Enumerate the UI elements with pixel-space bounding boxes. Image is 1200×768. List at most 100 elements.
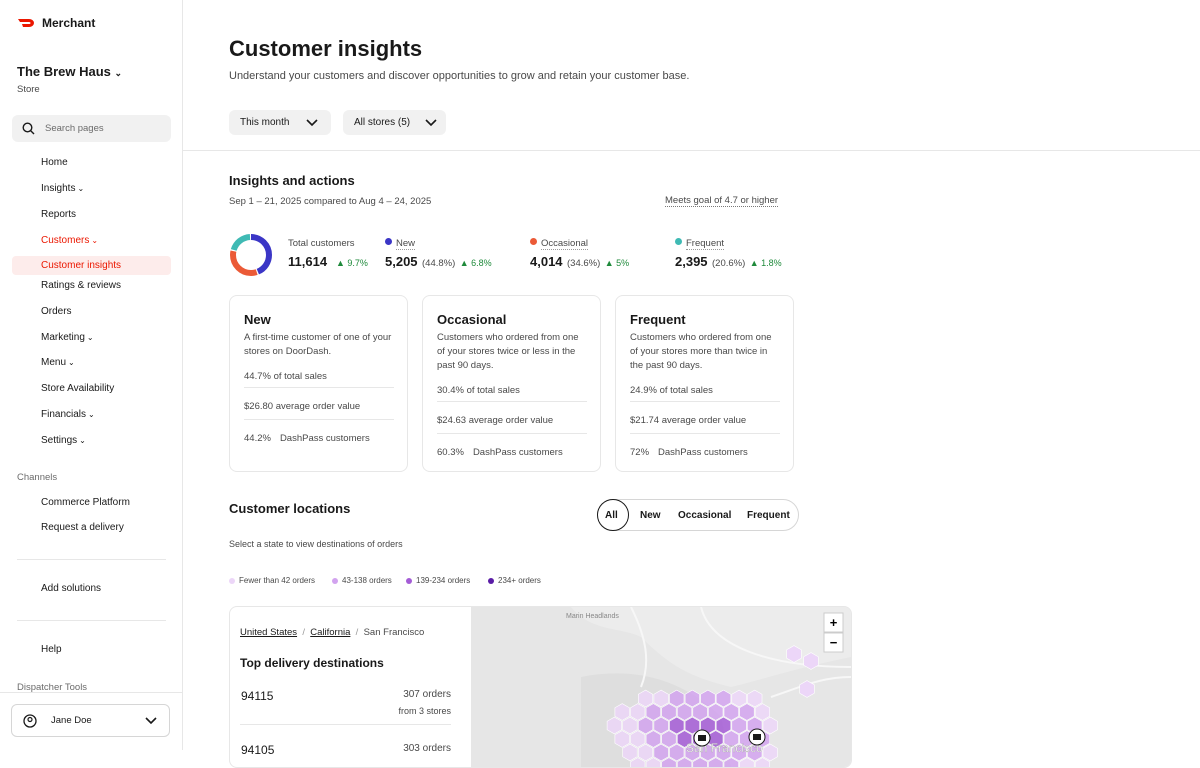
store-pin[interactable]: [693, 729, 711, 747]
hex-cell: [708, 703, 724, 721]
change: ▲ 1.8%: [749, 258, 782, 268]
nav-item[interactable]: Customers ⌄: [41, 235, 98, 246]
nav-label: Insights: [41, 183, 76, 194]
crumb[interactable]: United States: [240, 627, 298, 638]
legend-item: 43-138 orders: [332, 576, 392, 585]
divider: [244, 387, 394, 388]
nav-subitem[interactable]: Ratings & reviews: [41, 280, 122, 291]
segment-name[interactable]: Occasional: [541, 238, 588, 250]
crumb: San Francisco: [363, 627, 425, 638]
nav-label: Orders: [41, 306, 72, 317]
legend-swatch: [488, 577, 494, 584]
hex-cell: [661, 703, 677, 721]
hex-cell: [653, 689, 669, 708]
nav-item[interactable]: Store Availability: [41, 383, 114, 394]
nav-item[interactable]: Home: [41, 157, 68, 168]
segment-label: Frequent: [675, 233, 725, 251]
zip: 94115: [241, 689, 274, 703]
hex-cell: [638, 716, 654, 735]
nav-icon: [17, 521, 31, 535]
nav-icon: [17, 234, 31, 248]
hex-cell: [645, 730, 661, 748]
store-pin[interactable]: [748, 728, 766, 746]
section-title: Customer locations: [229, 501, 351, 516]
total-sales: 44.7% of total sales: [244, 371, 327, 382]
store-name[interactable]: The Brew Haus ⌄: [17, 64, 123, 79]
crumb[interactable]: California: [310, 627, 351, 638]
value: 11,614: [288, 254, 328, 269]
hint: Select a state to view destinations of o…: [229, 539, 403, 549]
dashpass-label: DashPass customers: [279, 433, 370, 445]
hex-cell: [731, 716, 747, 735]
dashpass: 44.2% DashPass customers: [244, 433, 370, 444]
nav-item[interactable]: Insights ⌄: [41, 183, 84, 194]
change: ▲ 9.7%: [335, 258, 368, 268]
brand-logo: [18, 19, 34, 27]
nav-icon: [17, 408, 31, 422]
nav-icon: [17, 434, 31, 448]
divider: [437, 401, 587, 402]
zoom-out[interactable]: −: [823, 632, 844, 653]
legend-item: Fewer than 42 orders: [229, 576, 315, 585]
date-range: Sep 1 – 21, 2025 compared to Aug 4 – 24,…: [229, 196, 432, 207]
tab[interactable]: Occasional: [678, 510, 732, 521]
section-title: Insights and actions: [229, 173, 355, 188]
segment-stat: 4,014 (34.6%) ▲ 5%: [530, 253, 629, 271]
nav-label: Menu: [41, 357, 67, 368]
hex-cell: [630, 730, 646, 748]
hex-cell: [700, 689, 716, 708]
nav-subitem[interactable]: Customer insights: [41, 260, 122, 271]
segment-name[interactable]: New: [396, 238, 416, 250]
search-box[interactable]: Search pages: [12, 115, 171, 142]
nav-item[interactable]: Settings ⌄: [41, 435, 86, 446]
map[interactable]: Marin Headlands San Francisco + −: [471, 607, 851, 767]
goal-link[interactable]: Meets goal of 4.7 or higher: [665, 195, 779, 207]
tab[interactable]: All: [605, 510, 618, 521]
nav-label: Settings: [41, 435, 78, 446]
land: [471, 607, 851, 687]
legend-swatch: [229, 577, 235, 584]
nav-item[interactable]: Reports: [41, 209, 76, 220]
nav-icon: [17, 496, 31, 510]
segment-name[interactable]: Frequent: [686, 238, 725, 250]
nav-label: Home: [41, 157, 68, 168]
nav-icon: [17, 331, 31, 345]
nav-item[interactable]: Help: [41, 644, 62, 655]
date-filter[interactable]: This month: [229, 110, 331, 135]
legend-swatch: [406, 577, 412, 584]
tab[interactable]: New: [640, 510, 661, 521]
nav-item[interactable]: Financials ⌄: [41, 409, 95, 420]
section-heading: Channels: [17, 472, 58, 483]
nav-item[interactable]: Request a delivery: [41, 522, 124, 533]
donut-chart: [230, 234, 272, 276]
avg-order-value: $26.80 average order value: [244, 401, 361, 412]
total-sales: 24.9% of total sales: [630, 385, 713, 396]
legend-item: 139-234 orders: [406, 576, 470, 585]
nav-item[interactable]: Menu ⌄: [41, 357, 75, 368]
hex-cell: [684, 689, 700, 708]
hex-cell: [739, 703, 755, 721]
value: 4,014: [530, 254, 563, 269]
tab[interactable]: Frequent: [747, 510, 790, 521]
nav-item[interactable]: Commerce Platform: [41, 497, 130, 508]
zoom-in[interactable]: +: [823, 612, 844, 633]
nav-item[interactable]: Marketing ⌄: [41, 332, 94, 343]
store-filter[interactable]: All stores (5): [343, 110, 446, 135]
user-menu[interactable]: Jane Doe: [11, 704, 170, 737]
nav-label: Marketing: [41, 332, 85, 343]
nav-item[interactable]: Add solutions: [41, 583, 102, 594]
segment-label: New: [385, 233, 416, 251]
card-title: Frequent: [630, 312, 686, 327]
filter-label: This month: [240, 117, 290, 128]
avg-order-value: $24.63 average order value: [437, 415, 554, 426]
stores: from 3 stores: [398, 706, 451, 716]
hex-cell: [614, 730, 630, 748]
nav-icon: [17, 156, 31, 170]
divider: [244, 419, 394, 420]
nav-item[interactable]: Orders: [41, 306, 72, 317]
nav-label: Reports: [41, 209, 77, 220]
nav-icon: [17, 356, 31, 370]
hex-cell: [669, 689, 685, 708]
hex-cell: [754, 703, 770, 721]
